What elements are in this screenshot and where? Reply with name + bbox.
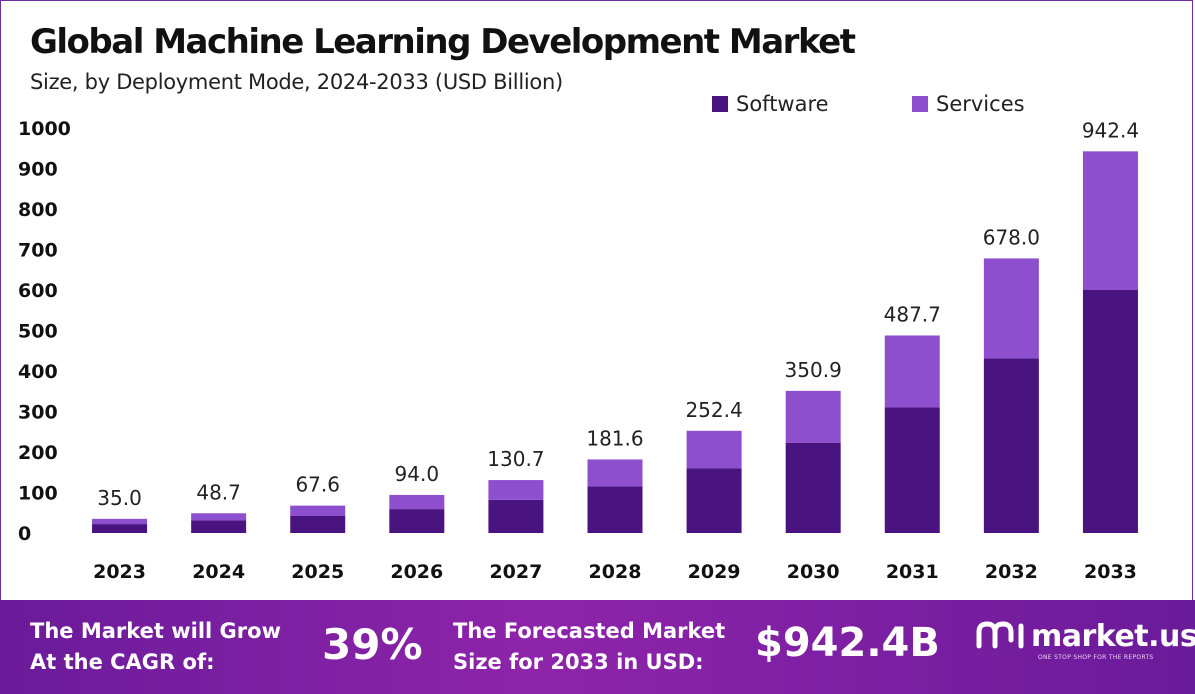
y-tick-label: 500 (18, 321, 58, 343)
bar-segment-software (488, 499, 544, 533)
bar-segment-software (389, 509, 445, 533)
bar-segment-software (191, 520, 247, 533)
total-data-label: 94.0 (395, 462, 440, 486)
x-tick-label: 2025 (291, 561, 344, 583)
x-tick-label: 2029 (688, 561, 741, 583)
total-data-label: 181.6 (586, 426, 643, 450)
y-tick-label: 0 (18, 523, 31, 545)
total-data-label: 67.6 (295, 473, 340, 497)
bar-segment-software (983, 358, 1039, 533)
total-data-label: 487.7 (884, 302, 941, 326)
x-tick-label: 2028 (589, 561, 642, 583)
x-tick-label: 2023 (93, 561, 146, 583)
bar-chart: 0 100 200 300 400 500 600 700 800 900 1000 35.0 2023… (18, 118, 1139, 583)
y-tick-label: 700 (18, 240, 58, 262)
bar-segment-services (290, 505, 346, 516)
total-data-label: 350.9 (785, 358, 842, 382)
forecast-value: $942.4B (755, 620, 940, 666)
cagr-value: 39% (322, 620, 423, 669)
bar-segment-services (785, 390, 841, 443)
bar-segment-services (389, 494, 445, 510)
total-data-label: 942.4 (1082, 118, 1139, 142)
legend-label-services: Services (936, 92, 1025, 116)
forecast-label: The Forecasted Market Size for 2033 in U… (453, 619, 726, 674)
cagr-label: The Market will Grow At the CAGR of: (30, 619, 281, 674)
market-us-logo-icon (976, 621, 1024, 649)
bar-segment-software (290, 515, 346, 533)
logo-tagline: ONE STOP SHOP FOR THE REPORTS (1038, 654, 1154, 661)
total-data-label: 35.0 (97, 486, 142, 510)
bar-segment-services (92, 518, 148, 525)
x-tick-label: 2026 (390, 561, 443, 583)
total-data-label: 48.7 (196, 480, 241, 504)
y-tick-label: 200 (18, 442, 58, 464)
bar-segment-software (884, 407, 940, 533)
chart-title: Global Machine Learning Development Mark… (30, 22, 856, 62)
legend-swatch-software (712, 96, 728, 112)
chart-subtitle: Size, by Deployment Mode, 2024-2033 (USD… (30, 70, 563, 94)
legend-swatch-services (912, 96, 928, 112)
bar-segment-services (191, 513, 247, 521)
legend-item-software: Software (712, 92, 829, 116)
market-us-logo: market.us (975, 616, 1195, 656)
total-data-label: 252.4 (685, 398, 742, 422)
y-tick-label: 400 (18, 361, 58, 383)
bar-segment-services (488, 480, 544, 500)
bar-segment-services (884, 335, 940, 408)
x-tick-label: 2033 (1084, 561, 1137, 583)
x-tick-label: 2032 (985, 561, 1038, 583)
bar-segment-software (92, 524, 148, 533)
bar-segment-software (686, 468, 742, 533)
legend-label-software: Software (736, 92, 829, 116)
bar-segment-services (1082, 151, 1138, 290)
legend-item-services: Services (912, 92, 1025, 116)
x-tick-label: 2027 (489, 561, 542, 583)
total-data-label: 678.0 (983, 225, 1040, 249)
x-tick-label: 2031 (886, 561, 939, 583)
bar-segment-software (1082, 290, 1138, 533)
y-tick-label: 100 (18, 483, 58, 505)
y-tick-label: 800 (18, 199, 58, 221)
y-tick-label: 300 (18, 402, 58, 424)
bar-segment-services (983, 258, 1039, 359)
y-tick-label: 1000 (18, 118, 71, 140)
x-tick-label: 2030 (787, 561, 840, 583)
bar-segment-services (587, 459, 643, 487)
bar-segment-software (785, 442, 841, 533)
x-tick-label: 2024 (192, 561, 245, 583)
total-data-label: 130.7 (487, 447, 544, 471)
y-tick-label: 900 (18, 159, 58, 181)
y-tick-label: 600 (18, 280, 58, 302)
bar-segment-services (686, 430, 742, 469)
logo-text: market.us (1031, 618, 1195, 654)
bar-segment-software (587, 486, 643, 533)
